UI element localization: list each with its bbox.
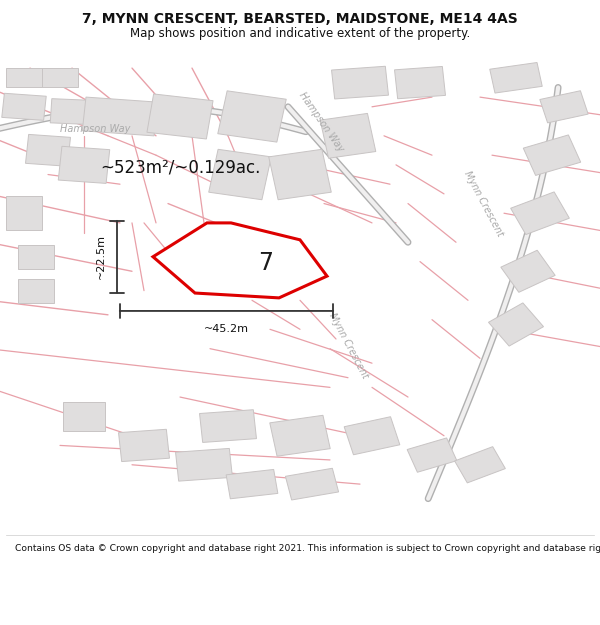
Bar [218, 91, 286, 142]
Bar [455, 447, 505, 483]
Bar [540, 91, 588, 123]
Bar [501, 250, 555, 292]
Bar [82, 97, 158, 136]
Bar [344, 417, 400, 455]
Bar [269, 149, 331, 200]
Bar [511, 192, 569, 234]
Text: ~22.5m: ~22.5m [96, 234, 106, 279]
Bar [50, 99, 94, 124]
Bar [488, 303, 544, 346]
Bar [58, 146, 110, 183]
Text: Mynn Crescent: Mynn Crescent [462, 169, 505, 238]
Text: Hampson Way: Hampson Way [60, 124, 130, 134]
Bar [286, 468, 338, 500]
Text: 7, MYNN CRESCENT, BEARSTED, MAIDSTONE, ME14 4AS: 7, MYNN CRESCENT, BEARSTED, MAIDSTONE, M… [82, 12, 518, 26]
Bar [63, 402, 105, 431]
Bar [42, 68, 78, 88]
Text: Map shows position and indicative extent of the property.: Map shows position and indicative extent… [130, 27, 470, 40]
Bar [270, 415, 330, 456]
Bar [395, 66, 445, 99]
Bar [332, 66, 388, 99]
Text: Hampson Way: Hampson Way [297, 91, 346, 154]
Text: Mynn Crescent: Mynn Crescent [327, 312, 370, 381]
Bar [18, 244, 54, 269]
Bar [26, 134, 70, 166]
Bar [2, 93, 46, 121]
Bar [320, 113, 376, 158]
Bar [18, 279, 54, 302]
Bar [209, 149, 271, 200]
Text: Contains OS data © Crown copyright and database right 2021. This information is : Contains OS data © Crown copyright and d… [15, 544, 600, 552]
Text: ~523m²/~0.129ac.: ~523m²/~0.129ac. [100, 158, 260, 176]
Bar [407, 438, 457, 472]
Text: ~45.2m: ~45.2m [204, 324, 249, 334]
Bar [6, 196, 42, 230]
Polygon shape [153, 223, 327, 298]
Bar [490, 62, 542, 93]
Bar [200, 410, 256, 442]
Text: 7: 7 [258, 251, 273, 276]
Bar [176, 448, 232, 481]
Bar [6, 68, 42, 88]
Bar [523, 135, 581, 176]
Bar [119, 429, 169, 462]
Bar [147, 94, 213, 139]
Bar [226, 469, 278, 499]
